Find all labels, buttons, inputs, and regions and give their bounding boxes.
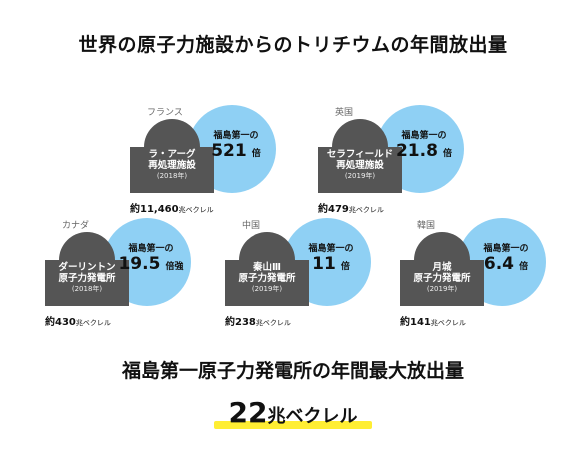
release-amount: 約430兆ベクレル — [45, 313, 111, 328]
country-label: 韓国 — [417, 221, 436, 231]
fukushima-title: 福島第一原子力発電所の年間最大放出量 — [121, 360, 464, 382]
fukushima-number: 22 — [228, 396, 268, 429]
ratio-box: 福島第一の 19.5 倍強 — [103, 241, 199, 274]
country-label: 中国 — [242, 221, 261, 231]
facility-name-line1: 月城 — [432, 262, 452, 273]
ratio-box: 福島第一の 21.8 倍 — [376, 128, 472, 161]
amount-value: 141 — [410, 317, 431, 328]
ratio-label: 福島第一の — [483, 244, 529, 254]
facility-name-line2: 再処理施設 — [148, 160, 196, 171]
fukushima-unit: 兆ベクレル — [267, 406, 358, 427]
facility-building: ダーリントン 原子力発電所 (2018年) — [45, 260, 129, 306]
facility-name-line2: 再処理施設 — [336, 160, 384, 171]
amount-value: 479 — [328, 204, 349, 215]
facility-year: (2018年) — [156, 172, 188, 180]
amount-prefix: 約 — [130, 204, 140, 215]
plant-korea: 韓国 月城 原子力発電所 (2019年) 福島第一の 6.4 倍 約141兆ベク… — [400, 218, 586, 328]
amount-unit: 兆ベクレル — [348, 206, 384, 214]
country-label: フランス — [147, 108, 183, 118]
plant-canada: カナダ ダーリントン 原子力発電所 (2018年) 福島第一の 19.5 倍強 … — [45, 218, 235, 328]
release-amount: 約141兆ベクレル — [400, 313, 466, 328]
facility-building: 秦山Ⅲ 原子力発電所 (2019年) — [225, 260, 309, 306]
amount-unit: 兆ベクレル — [430, 319, 466, 327]
amount-unit: 兆ベクレル — [178, 206, 214, 214]
ratio-suffix: 倍強 — [165, 262, 184, 272]
ratio-suffix: 倍 — [443, 149, 453, 159]
ratio-suffix: 倍 — [340, 262, 350, 272]
facility-name-line1: セラフィールド — [326, 149, 394, 160]
facility-name-line1: 秦山Ⅲ — [253, 262, 281, 273]
amount-unit: 兆ベクレル — [255, 319, 291, 327]
amount-unit: 兆ベクレル — [75, 319, 111, 327]
facility-year: (2019年) — [251, 285, 283, 293]
ratio-label: 福島第一の — [308, 244, 354, 254]
country-label: 英国 — [335, 108, 354, 118]
ratio-value: 19.5 — [118, 254, 161, 274]
ratio-suffix: 倍 — [519, 262, 529, 272]
amount-prefix: 約 — [400, 317, 410, 328]
facility-name-line1: ラ・アーグ — [148, 149, 196, 160]
release-amount: 約479兆ベクレル — [318, 200, 384, 215]
ratio-value: 6.4 — [483, 254, 514, 274]
amount-value: 238 — [235, 317, 256, 328]
ratio-label: 福島第一の — [401, 131, 447, 141]
facility-year: (2018年) — [71, 285, 103, 293]
release-amount: 約238兆ベクレル — [225, 313, 291, 328]
ratio-box: 福島第一の 521 倍 — [188, 128, 284, 161]
facility-year: (2019年) — [344, 172, 376, 180]
highlight-underline — [214, 421, 372, 429]
facility-name-line2: 原子力発電所 — [238, 273, 296, 284]
facility-name-line2: 原子力発電所 — [58, 273, 116, 284]
ratio-value: 521 — [211, 141, 247, 161]
ratio-value: 21.8 — [395, 141, 438, 161]
ratio-box: 福島第一の 6.4 倍 — [458, 241, 554, 274]
facility-building: 月城 原子力発電所 (2019年) — [400, 260, 484, 306]
page-title: 世界の原子力施設からのトリチウムの年間放出量 — [78, 34, 508, 56]
ratio-label: 福島第一の — [213, 131, 259, 141]
facility-name-line2: 原子力発電所 — [413, 273, 471, 284]
amount-prefix: 約 — [45, 317, 55, 328]
plant-uk: 英国 セラフィールド 再処理施設 (2019年) 福島第一の 21.8 倍 約4… — [318, 105, 508, 215]
facility-name-line1: ダーリントン — [58, 262, 116, 273]
plant-china: 中国 秦山Ⅲ 原子力発電所 (2019年) 福島第一の 11 倍 約238兆ベク… — [225, 218, 415, 328]
facility-building: セラフィールド 再処理施設 (2019年) — [318, 147, 402, 193]
ratio-value: 11 — [312, 254, 336, 274]
release-amount: 約11,460兆ベクレル — [130, 200, 214, 215]
amount-prefix: 約 — [318, 204, 328, 215]
ratio-label: 福島第一の — [128, 244, 174, 254]
amount-prefix: 約 — [225, 317, 235, 328]
plant-france: フランス ラ・アーグ 再処理施設 (2018年) 福島第一の 521 倍 約11… — [130, 105, 320, 215]
amount-value: 11,460 — [140, 204, 179, 215]
facility-year: (2019年) — [426, 285, 458, 293]
country-label: カナダ — [62, 221, 90, 231]
facility-building: ラ・アーグ 再処理施設 (2018年) — [130, 147, 214, 193]
amount-value: 430 — [55, 317, 76, 328]
fukushima-value: 22兆ベクレル — [0, 396, 586, 429]
ratio-suffix: 倍 — [251, 149, 261, 159]
ratio-box: 福島第一の 11 倍 — [283, 241, 379, 274]
